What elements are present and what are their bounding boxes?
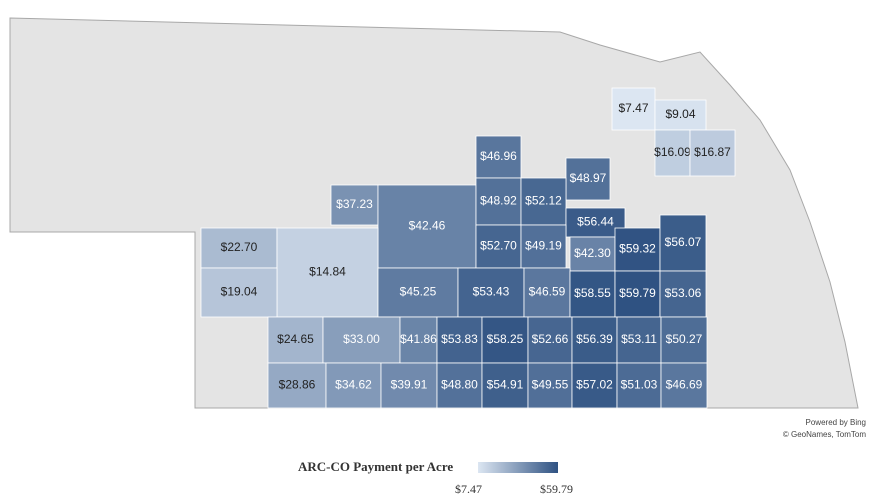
county [267,316,324,364]
county [611,87,656,131]
county-label: $42.30 [574,246,611,260]
county [200,267,278,318]
county [436,362,483,409]
county-label: $48.97 [570,171,607,185]
county [200,227,278,269]
county-label: $53.11 [621,332,657,346]
county [322,316,401,364]
county-label: $41.86 [400,332,437,346]
county-label: $56.07 [665,235,702,249]
county-label: $53.83 [441,332,478,346]
county-label: $56.39 [576,332,613,346]
county [520,224,567,269]
county-label: $57.02 [576,378,613,392]
attribution-sources: © GeoNames, TomTom [783,430,866,439]
county-label: $58.25 [487,332,524,346]
county-label: $54.91 [487,378,524,392]
county-label: $52.12 [525,194,562,208]
county-label: $48.80 [441,378,478,392]
county [377,184,477,269]
county-label: $7.47 [618,101,648,115]
county-layer: $7.47 $9.04 $16.09 $16.87 $46.96 $48.97 $37.23… [200,87,736,409]
legend-min: $7.47 [455,482,482,496]
county [267,362,327,409]
county [616,316,662,364]
county [399,316,438,364]
county-label: $19.04 [221,285,258,299]
county-label: $46.96 [480,149,517,163]
county [475,177,522,226]
county-label: $59.32 [619,242,656,256]
county-label: $48.92 [480,194,517,208]
county [457,267,525,318]
county-label: $37.23 [336,197,373,211]
legend-gradient [478,462,558,473]
county-label: $46.69 [666,378,703,392]
county [527,362,573,409]
county-label: $46.59 [529,285,566,299]
county-label: $52.66 [532,332,569,346]
county-label: $49.55 [532,378,569,392]
legend-max: $59.79 [540,482,573,496]
county [325,362,382,409]
county [654,99,707,131]
county-label: $56.44 [577,215,614,229]
county [659,214,707,272]
county-label: $51.03 [621,378,658,392]
county [520,177,567,226]
county-label: $16.09 [654,145,691,159]
county [330,184,379,226]
county-label: $22.70 [221,240,258,254]
county-label: $16.87 [694,145,731,159]
county [377,267,459,318]
county-label: $24.65 [277,332,314,346]
county-label: $9.04 [665,107,695,121]
county [569,236,616,272]
county-label: $28.86 [279,378,316,392]
county-label: $34.62 [335,378,372,392]
county-label: $14.84 [309,265,346,279]
county [571,316,618,364]
county-label: $52.70 [480,239,517,253]
attribution-provider: Powered by Bing [806,418,866,427]
county [276,227,379,318]
county-label: $49.19 [525,239,562,253]
county [475,135,522,179]
county-label: $53.43 [473,285,510,299]
county-label: $50.27 [666,332,703,346]
county-label: $42.46 [409,219,446,233]
county [614,270,661,318]
legend-title: ARC-CO Payment per Acre [298,459,453,474]
county-label: $39.91 [391,378,428,392]
county [380,362,438,409]
county [660,362,708,409]
county [571,362,618,409]
county [616,362,662,409]
county-label: $58.55 [574,286,611,300]
county [523,267,571,318]
county-label: $45.25 [400,285,437,299]
county [527,316,573,364]
county-label: $59.79 [619,286,656,300]
county [565,157,611,201]
county-label: $53.06 [665,286,702,300]
county-label: $33.00 [343,332,380,346]
county [569,270,616,318]
county [689,129,736,177]
county [659,270,707,318]
